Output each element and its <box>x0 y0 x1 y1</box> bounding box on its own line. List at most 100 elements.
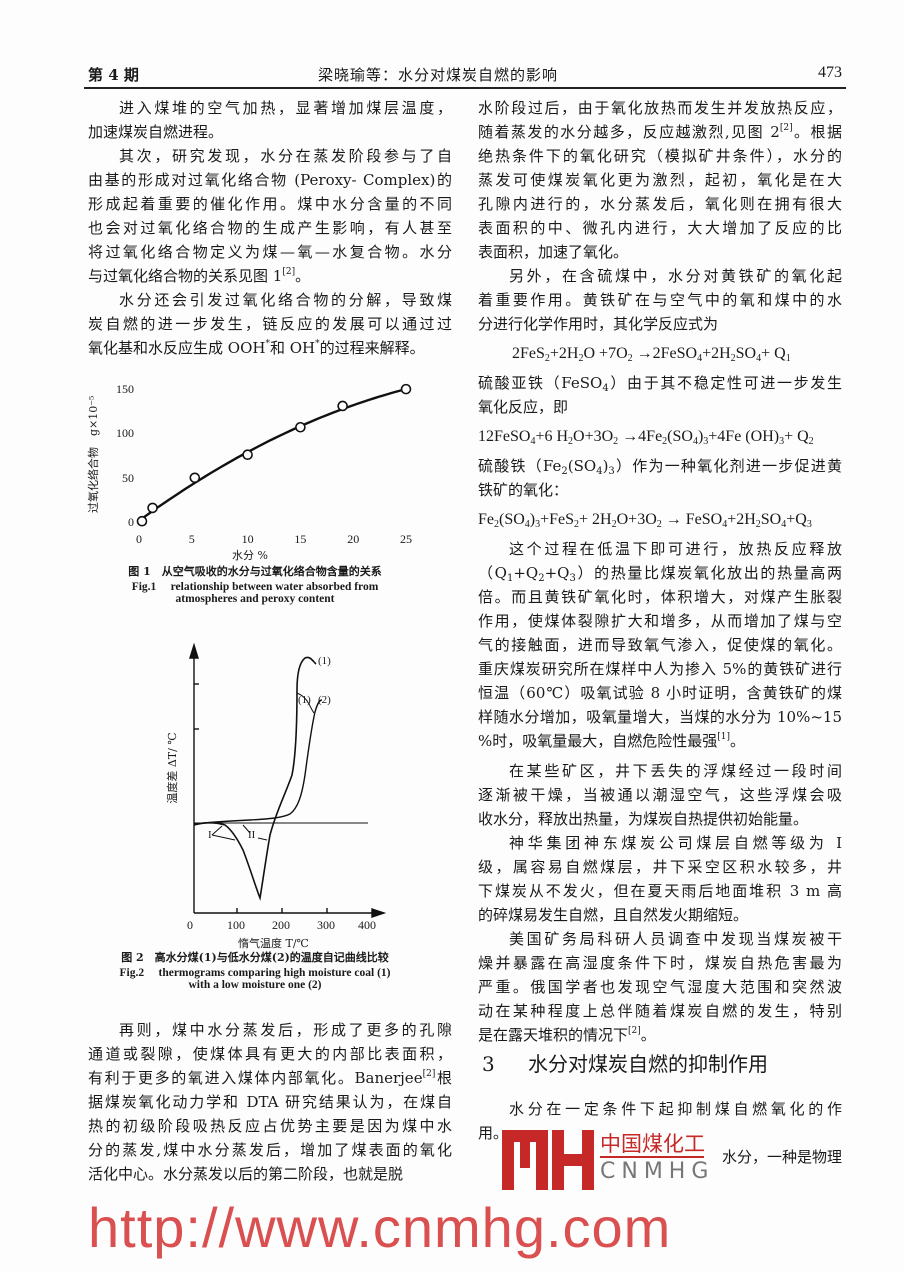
text-line: 水分还会引发过氧化络合物的分解，导致煤 <box>88 288 452 312</box>
fig1-caption-en-2: atmospheres and peroxy content <box>175 593 335 605</box>
equation-line: Fe2(SO4)3+FeS2+ 2H2O+3O2 → FeSO4+2H2SO4+… <box>478 502 842 537</box>
superscript: [2] <box>628 1026 641 1036</box>
fig2-stage2-leader <box>257 837 268 841</box>
subscript: 3 <box>806 519 812 530</box>
superscript: [1] <box>717 732 731 742</box>
text-line: 神华集团神东煤炭公司煤层自燃等级为 I <box>478 831 842 855</box>
text-run: （Q <box>478 564 507 582</box>
text-run: ）的热量比煤炭氧化放出的热量高两 <box>575 564 842 582</box>
fig2-x-axis-label: 惰气温度 T/℃ <box>238 937 309 950</box>
paragraph: 神华集团神东煤炭公司煤层自燃等级为 I 级，属容易自燃煤层，井下采空区积水较多，井… <box>478 831 842 927</box>
fig2-x-tick: 400 <box>358 918 376 932</box>
subscript: 4 <box>722 519 728 530</box>
fig2-curve-1-branch <box>296 692 315 714</box>
text-run: 蒸发可使煤炭氧化更为激烈，起初，氧化是在大 <box>478 171 842 189</box>
text-run: 级，属容易自燃煤层，井下采空区积水较多，井 <box>478 858 842 876</box>
paragraph: 在某些矿区，井下丢失的浮煤经过一段时间 逐渐被干燥，当被通以潮湿空气，这些浮煤会吸… <box>478 759 842 831</box>
text-line: 水阶段过后，由于氧化放热而发生并发放热反应， <box>478 96 842 120</box>
text-run: ) <box>602 457 609 475</box>
fig1-y-tick: 150 <box>116 382 134 396</box>
paragraph: 其次，研究发现，水分在蒸发阶段参与了自 由基的形成对过氧化络合物 (Peroxy-… <box>88 144 452 288</box>
text-run: 。 <box>730 732 746 750</box>
text-run: +2H <box>549 345 579 362</box>
subscript: 2 <box>574 519 580 530</box>
text-run: 表面积，加速了氧化。 <box>478 243 629 261</box>
equation-line: 12FeSO4+6 H2O+3O2 →4Fe2(SO4)3+4Fe (OH)3+… <box>478 419 842 454</box>
text-line: 其次，研究发现，水分在蒸发阶段参与了自 <box>88 144 452 168</box>
text-run: → FeSO <box>661 511 723 528</box>
text-run: 活化中心。水分蒸发以后的第二阶段，也就是脱 <box>88 1165 404 1183</box>
text-run: SO <box>735 345 757 362</box>
equation: 2FeS2+2H2O +7O2 →2FeSO4+2H2SO4+ Q1 <box>478 336 842 371</box>
subscript: 2 <box>494 519 499 530</box>
text-line: 美国矿务局科研人员调查中发现当煤炭被干 <box>478 927 842 951</box>
text-run: 的过程来解释。 <box>319 339 425 357</box>
logo-text-cn: 中国煤化工 <box>600 1132 705 1156</box>
text-run: 绝热条件下的氧化研究（模拟矿井条件），水分的 <box>478 147 842 165</box>
section-title: 水分对煤炭自燃的抑制作用 <box>528 1052 768 1076</box>
text-run: (SO <box>667 428 693 445</box>
figure-1-plot <box>136 383 412 527</box>
text-line: 表面积的中、微孔内进行，大大增加了反应的比 <box>478 216 842 240</box>
header-rule <box>84 87 846 89</box>
subscript: 2 <box>808 436 814 447</box>
subscript: 2 <box>611 519 617 530</box>
fig2-y-axis-arrow <box>189 642 199 659</box>
fig1-data-point <box>136 515 148 527</box>
text-line: 下煤炭从不发火，但在夏天雨后地面堆积 3 m 高 <box>478 879 842 903</box>
text-line: 蒸发可使煤炭氧化更为激烈，起初，氧化是在大 <box>478 168 842 192</box>
text-line: 硫酸铁（Fe2(SO4)3）作为一种氧化剂进一步促进黄 <box>478 454 842 478</box>
subscript: 4 <box>524 519 530 530</box>
text-line: 将过氧化络合物定义为煤—氧—水复合物。水分 <box>88 240 452 264</box>
text-run: 恒温（60℃）吸氧试验 8 小时证明，含黄铁矿的煤 <box>478 684 842 702</box>
subscript: 2 <box>561 466 568 477</box>
superscript: [2] <box>422 1069 436 1079</box>
text-line: 用。 <box>478 1121 842 1145</box>
text-run: +FeS <box>540 511 575 528</box>
text-line: 随着蒸发的水分越多，反应越激烈,见图 2[2]。根据 <box>478 120 842 144</box>
fig1-data-point <box>400 383 412 395</box>
superscript: * <box>315 339 320 349</box>
text-run: 样随水分增加，吸氧量增大，当煤的水分为 10%~15 <box>478 708 842 726</box>
text-line: 的碎煤易发生自燃，且自然发火期缩短。 <box>478 903 842 927</box>
text-line: 样随水分增加，吸氧量增大，当煤的水分为 10%~15 <box>478 705 842 729</box>
running-title: 梁晓瑜等：水分对煤炭自燃的影响 <box>318 66 559 84</box>
subscript: 2 <box>755 519 761 530</box>
text-run: 再则，煤中水分蒸发后，形成了更多的孔隙 <box>119 1021 452 1039</box>
text-run: 另外，在含硫煤中，水分对黄铁矿的氧化起 <box>509 267 842 285</box>
subscript: 3 <box>703 436 709 447</box>
text-run: 根 <box>435 1069 452 1087</box>
text-run: 。根据 <box>792 123 842 141</box>
right-column: 水阶段过后，由于氧化放热而发生并发放热反应， 随着蒸发的水分越多，反应越激烈,见图… <box>478 96 842 1169</box>
text-run: →4Fe <box>618 428 663 445</box>
text-run: +Q <box>513 564 539 582</box>
subscript: 4 <box>697 353 703 364</box>
paragraph: 再则，煤中水分蒸发后，形成了更多的孔隙 通道或裂隙，使煤体具有更大的内部比表面积，… <box>88 1018 452 1186</box>
subscript: 2 <box>613 436 619 447</box>
fig1-x-tick: 20 <box>347 532 360 546</box>
text-line: 氧化基和水反应生成 OOH*和 OH*的过程来解释。 <box>88 336 452 360</box>
text-run: 。 <box>640 1026 656 1044</box>
text-run: 进入煤堆的空气加热，显著增加煤层温度， <box>119 99 452 117</box>
equation: Fe2(SO4)3+FeS2+ 2H2O+3O2 → FeSO4+2H2SO4+… <box>478 502 842 537</box>
left-column-bottom: 再则，煤中水分蒸发后，形成了更多的孔隙 通道或裂隙，使煤体具有更大的内部比表面积，… <box>88 1018 452 1186</box>
logo-rule <box>600 1156 704 1158</box>
subscript: 4 <box>756 353 762 364</box>
subscript: 3 <box>569 573 576 584</box>
fig1-y-tick: 0 <box>128 515 134 529</box>
fig1-data-point <box>189 472 201 484</box>
text-run: +6 H <box>535 428 569 445</box>
text-line: %时，吸氧量最大，自燃危险性最强[1]。 <box>478 729 842 753</box>
text-run: +Q <box>786 511 807 528</box>
text-run: 也会对过氧化络合物的生成产生影响，有人甚至 <box>88 219 452 237</box>
paragraph: 这个过程在低温下即可进行，放热反应释放 （Q1+Q2+Q3）的热量比煤炭氧化放出的… <box>478 537 842 753</box>
text-line: 形成起着重要的催化作用。煤中水分含量的不同 <box>88 192 452 216</box>
subscript: 3 <box>535 519 541 530</box>
text-line: 再则，煤中水分蒸发后，形成了更多的孔隙 <box>88 1018 452 1042</box>
subscript: 2 <box>538 573 545 584</box>
subscript: 4 <box>602 383 609 394</box>
fig2-stage2-leader <box>242 824 251 834</box>
text-run: Fe <box>478 511 494 528</box>
page-number: 473 <box>818 64 842 81</box>
text-line: 孔隙内进行的，水分蒸发后，氧化则在拥有很大 <box>478 192 842 216</box>
